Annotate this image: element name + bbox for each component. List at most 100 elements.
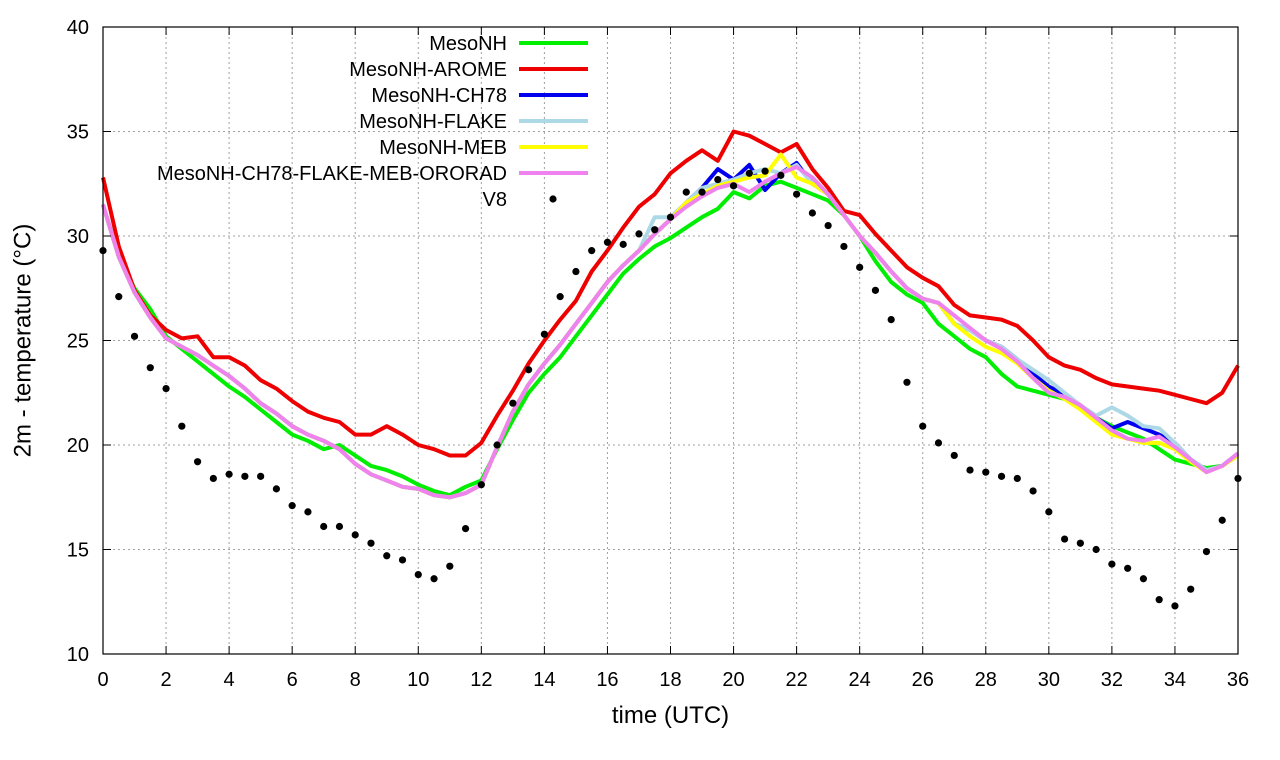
v8-point [729,182,738,190]
y-axis-label: 2m - temperature (°C) [9,224,36,458]
v8-point [761,167,769,175]
legend-item-mesonh-ch78-flake-meb-ororad: MesoNH-CH78-FLAKE-MEB-ORORAD [157,163,588,185]
v8-point [588,247,596,255]
v8-point [146,364,154,372]
x-tick-label: 26 [912,669,934,691]
v8-point [209,474,217,483]
v8-point [635,230,643,238]
x-tick-label: 8 [350,669,361,691]
legend: MesoNH MesoNH-AROME MesoNH-CH78 MesoNH-FLAK… [157,33,588,211]
v8-point [572,267,580,276]
y-tick-label: 30 [67,226,89,248]
x-tick-label: 4 [224,669,235,691]
v8-point [1155,596,1163,604]
v8-point [225,470,233,478]
legend-item-mesonh-arome: MesoNH-AROME [349,59,588,81]
v8-point [1045,508,1053,516]
v8-point [824,221,832,230]
v8-point [193,458,202,466]
v8-point [288,502,296,510]
v8-point [320,522,328,531]
legend-swatch [549,195,557,203]
v8-point [793,190,801,198]
legend-item-v8: V8 [483,189,557,211]
y-tick-label: 10 [67,644,89,666]
v8-point [840,242,848,251]
v8-point [603,238,612,246]
legend-item-mesonh-flake: MesoNH-FLAKE [359,111,588,133]
x-tick-label: 6 [287,669,298,691]
y-tick-label: 40 [67,17,89,39]
legend-label: MesoNH [429,33,507,55]
v8-point [509,399,517,407]
v8-point [698,188,706,196]
v8-point [1171,602,1179,610]
v8-point [130,332,139,340]
legend-label: MesoNH-AROME [349,59,507,81]
v8-point [808,209,816,217]
v8-point [1139,575,1148,583]
grid [103,27,1238,654]
x-tick-label: 24 [849,669,871,691]
v8-point [1124,564,1132,572]
v8-point [178,422,186,430]
y-tick-label: 25 [67,331,89,353]
v8-point [383,552,391,560]
v8-point [1060,535,1069,543]
v8-point [115,293,123,301]
y-tick-label: 35 [67,122,89,144]
v8-point [856,263,864,271]
v8-point [272,485,281,493]
v8-point [745,169,753,177]
v8-point [950,451,958,460]
x-tick-label: 12 [470,669,492,691]
series-layer [99,129,1242,610]
series-v8 [99,167,1242,610]
legend-item-mesonh: MesoNH [429,33,588,55]
x-tick-label: 20 [722,669,744,691]
v8-point [619,240,627,248]
v8-point [997,472,1006,480]
v8-point [1029,487,1037,495]
legend-label: MesoNH-CH78-FLAKE-MEB-ORORAD [157,163,507,185]
x-tick-label: 28 [975,669,997,691]
x-tick-label: 30 [1038,669,1060,691]
v8-point [871,286,880,294]
v8-point [1187,585,1195,593]
v8-point [446,562,454,570]
v8-point [525,366,533,374]
v8-point [982,468,990,476]
v8-point [556,293,564,301]
legend-label: MesoNH-CH78 [371,85,507,107]
legend-label: V8 [483,189,507,211]
v8-point [887,316,895,324]
v8-point [540,330,548,338]
v8-point [241,472,249,480]
v8-point [919,422,927,430]
legend-label: MesoNH-MEB [379,137,507,159]
v8-point [934,439,943,447]
v8-point [493,441,501,449]
legend-label: MesoNH-FLAKE [359,111,507,133]
v8-point [777,171,785,179]
v8-point [682,188,690,196]
x-axis-label: time (UTC) [612,702,729,729]
v8-point [1076,539,1084,547]
series-mesonh-arome-line [101,129,1240,458]
v8-point [1092,545,1100,554]
v8-point [304,508,312,516]
x-tick-label: 22 [785,669,807,691]
v8-point [430,575,438,583]
x-tick-label: 32 [1101,669,1123,691]
v8-point [903,378,911,386]
legend-item-mesonh-meb: MesoNH-MEB [379,137,588,159]
v8-point [162,384,170,393]
x-tick-label: 18 [659,669,681,691]
v8-point [1218,516,1226,524]
v8-point [1202,547,1211,556]
x-tick-label: 0 [97,669,108,691]
v8-point [1108,560,1116,568]
v8-point [335,522,344,531]
v8-point [477,481,485,489]
